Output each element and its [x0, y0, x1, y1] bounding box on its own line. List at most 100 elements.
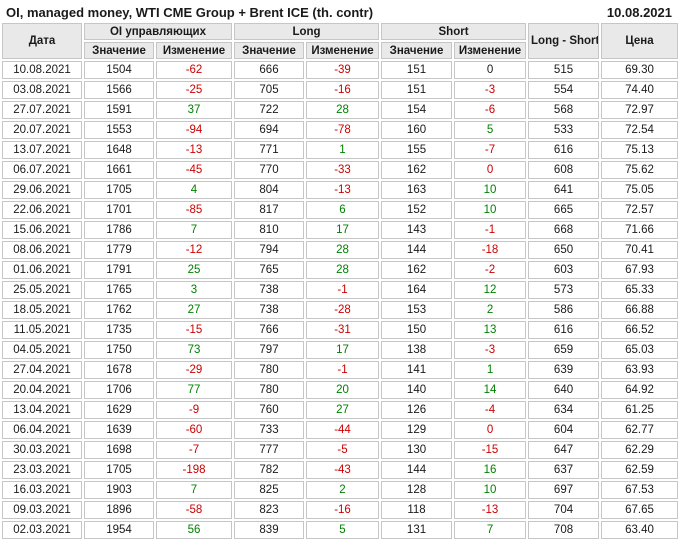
table-row: 13.07.2021 1648 -13 771 1 155 -7 616 75.13	[2, 141, 678, 159]
oi-change-cell: -85	[156, 201, 232, 219]
oi-value-cell: 1762	[84, 301, 154, 319]
oi-change-cell: 37	[156, 101, 232, 119]
oi-change-cell: -45	[156, 161, 232, 179]
long-short-cell: 668	[528, 221, 600, 239]
short-value-cell: 160	[381, 121, 453, 139]
long-change-cell: 2	[306, 481, 380, 499]
short-change-cell: 0	[454, 421, 527, 439]
oi-change-cell: 27	[156, 301, 232, 319]
long-value-cell: 722	[234, 101, 304, 119]
long-short-cell: 586	[528, 301, 600, 319]
table-row: 27.07.2021 1591 37 722 28 154 -6 568 72.97	[2, 101, 678, 119]
short-change-cell: 10	[454, 181, 527, 199]
short-change-cell: -6	[454, 101, 527, 119]
short-change-cell: -13	[454, 501, 527, 519]
long-change-cell: -43	[306, 461, 380, 479]
price-cell: 67.53	[601, 481, 678, 499]
short-value-cell: 155	[381, 141, 453, 159]
header-price: Цена	[601, 23, 678, 59]
oi-value-cell: 1779	[84, 241, 154, 259]
oi-change-cell: 56	[156, 521, 232, 539]
long-short-cell: 603	[528, 261, 600, 279]
oi-value-cell: 1791	[84, 261, 154, 279]
long-change-cell: -39	[306, 61, 380, 79]
price-cell: 72.54	[601, 121, 678, 139]
short-value-cell: 162	[381, 161, 453, 179]
oi-change-cell: -62	[156, 61, 232, 79]
table-row: 11.05.2021 1735 -15 766 -31 150 13 616 66.52	[2, 321, 678, 339]
price-cell: 62.77	[601, 421, 678, 439]
short-change-cell: 13	[454, 321, 527, 339]
oi-change-cell: 4	[156, 181, 232, 199]
table-row: 20.07.2021 1553 -94 694 -78 160 5 533 72.54	[2, 121, 678, 139]
table-row: 30.03.2021 1698 -7 777 -5 130 -15 647 62.29	[2, 441, 678, 459]
long-change-cell: -1	[306, 281, 380, 299]
long-short-cell: 665	[528, 201, 600, 219]
date-cell: 16.03.2021	[2, 481, 82, 499]
price-cell: 62.29	[601, 441, 678, 459]
long-value-cell: 817	[234, 201, 304, 219]
date-cell: 20.07.2021	[2, 121, 82, 139]
long-short-cell: 554	[528, 81, 600, 99]
report-date: 10.08.2021	[606, 5, 672, 20]
long-change-cell: 17	[306, 341, 380, 359]
oi-value-cell: 1591	[84, 101, 154, 119]
oi-value-cell: 1678	[84, 361, 154, 379]
long-value-cell: 738	[234, 301, 304, 319]
long-short-cell: 568	[528, 101, 600, 119]
short-value-cell: 126	[381, 401, 453, 419]
long-value-cell: 733	[234, 421, 304, 439]
long-short-cell: 650	[528, 241, 600, 259]
short-value-cell: 153	[381, 301, 453, 319]
table-row: 18.05.2021 1762 27 738 -28 153 2 586 66.88	[2, 301, 678, 319]
table-row: 29.06.2021 1705 4 804 -13 163 10 641 75.05	[2, 181, 678, 199]
oi-value-cell: 1661	[84, 161, 154, 179]
header-oi-change: Изменение	[156, 42, 232, 59]
short-change-cell: 0	[454, 161, 527, 179]
date-cell: 13.04.2021	[2, 401, 82, 419]
long-change-cell: 28	[306, 101, 380, 119]
long-short-cell: 616	[528, 321, 600, 339]
long-short-cell: 637	[528, 461, 600, 479]
price-cell: 69.30	[601, 61, 678, 79]
long-value-cell: 780	[234, 361, 304, 379]
short-value-cell: 138	[381, 341, 453, 359]
oi-change-cell: -60	[156, 421, 232, 439]
price-cell: 65.03	[601, 341, 678, 359]
short-change-cell: -2	[454, 261, 527, 279]
long-value-cell: 810	[234, 221, 304, 239]
short-value-cell: 154	[381, 101, 453, 119]
long-value-cell: 760	[234, 401, 304, 419]
price-cell: 75.62	[601, 161, 678, 179]
short-value-cell: 164	[381, 281, 453, 299]
price-cell: 72.97	[601, 101, 678, 119]
long-value-cell: 839	[234, 521, 304, 539]
price-cell: 64.92	[601, 381, 678, 399]
oi-change-cell: -29	[156, 361, 232, 379]
long-short-cell: 704	[528, 501, 600, 519]
oi-report-table: Дата OI управляющих Long Short Long - Sh…	[0, 21, 680, 541]
table-header: Дата OI управляющих Long Short Long - Sh…	[2, 23, 678, 59]
short-value-cell: 162	[381, 261, 453, 279]
date-cell: 20.04.2021	[2, 381, 82, 399]
long-value-cell: 765	[234, 261, 304, 279]
oi-change-cell: 7	[156, 221, 232, 239]
date-cell: 13.07.2021	[2, 141, 82, 159]
short-change-cell: -15	[454, 441, 527, 459]
price-cell: 75.13	[601, 141, 678, 159]
long-short-cell: 659	[528, 341, 600, 359]
date-cell: 01.06.2021	[2, 261, 82, 279]
table-row: 23.03.2021 1705 -198 782 -43 144 16 637 62.59	[2, 461, 678, 479]
date-cell: 09.03.2021	[2, 501, 82, 519]
oi-value-cell: 1639	[84, 421, 154, 439]
long-change-cell: -16	[306, 81, 380, 99]
price-cell: 63.93	[601, 361, 678, 379]
short-change-cell: 12	[454, 281, 527, 299]
short-value-cell: 141	[381, 361, 453, 379]
short-value-cell: 163	[381, 181, 453, 199]
long-change-cell: -33	[306, 161, 380, 179]
oi-value-cell: 1735	[84, 321, 154, 339]
report-title: OI, managed money, WTI CME Group + Brent…	[6, 5, 374, 20]
short-value-cell: 131	[381, 521, 453, 539]
oi-value-cell: 1705	[84, 461, 154, 479]
